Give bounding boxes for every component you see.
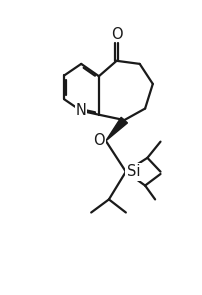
Text: O: O (111, 27, 122, 42)
Polygon shape (106, 117, 127, 141)
Text: N: N (76, 103, 87, 118)
Text: O: O (94, 133, 105, 148)
Text: Si: Si (127, 164, 140, 179)
